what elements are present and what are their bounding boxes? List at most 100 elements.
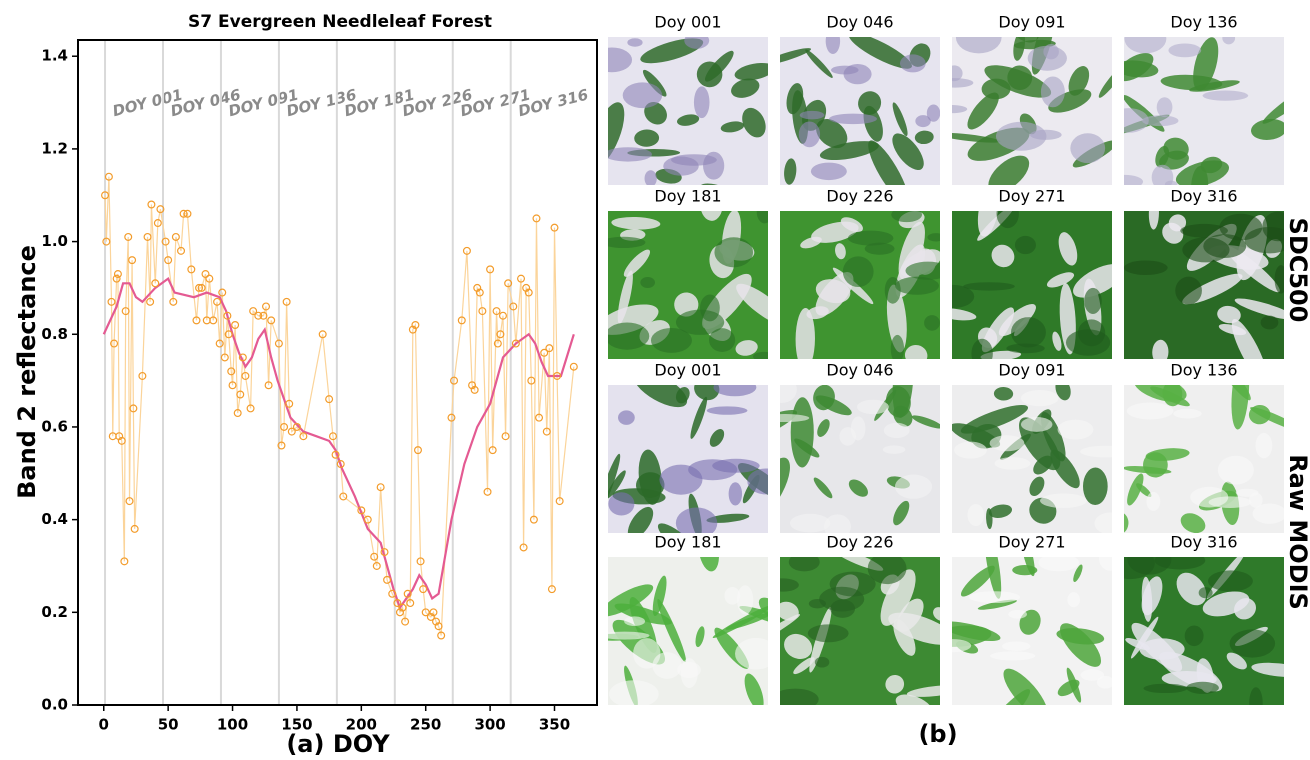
observation-point bbox=[228, 381, 237, 390]
tile-label: Doy 091 bbox=[998, 361, 1065, 380]
observation-point bbox=[413, 446, 422, 455]
observation-point bbox=[395, 608, 404, 617]
observation-point bbox=[299, 432, 308, 441]
observation-point bbox=[112, 274, 121, 283]
observation-point bbox=[550, 223, 559, 232]
observation-point bbox=[398, 603, 407, 612]
observation-point bbox=[426, 612, 435, 621]
observation-point bbox=[336, 460, 345, 469]
observation-point bbox=[553, 371, 562, 380]
plot-frame bbox=[77, 39, 598, 706]
observation-point bbox=[110, 339, 119, 348]
y-tick-label: 0.4 bbox=[41, 510, 68, 528]
observation-point bbox=[468, 381, 477, 390]
observation-point bbox=[120, 557, 129, 566]
observation-point bbox=[147, 200, 156, 209]
observation-point bbox=[164, 256, 173, 265]
observation-point bbox=[370, 552, 379, 561]
observation-point bbox=[339, 492, 348, 501]
observation-point bbox=[447, 413, 456, 422]
observation-point bbox=[540, 348, 549, 357]
observation-point bbox=[547, 585, 556, 594]
observation-point bbox=[496, 330, 505, 339]
observation-point bbox=[486, 265, 495, 274]
observation-point bbox=[457, 316, 466, 325]
observation-point bbox=[529, 515, 538, 524]
observation-point bbox=[411, 321, 420, 330]
satellite-image bbox=[952, 385, 1112, 533]
satellite-image bbox=[1124, 385, 1284, 533]
y-tick-label: 0.8 bbox=[41, 325, 68, 343]
observation-point bbox=[555, 497, 564, 506]
observation-point bbox=[437, 631, 446, 640]
satellite-image bbox=[1124, 211, 1284, 359]
satellite-image bbox=[952, 37, 1112, 185]
observation-point bbox=[187, 265, 196, 274]
y-axis-label: Band 2 reflectance bbox=[13, 245, 41, 499]
observation-point bbox=[403, 589, 412, 598]
row-label: SDC500 bbox=[1284, 218, 1310, 323]
observation-point bbox=[542, 427, 551, 436]
observation-point bbox=[231, 321, 240, 330]
observation-point bbox=[331, 450, 340, 459]
tile-label: Doy 181 bbox=[654, 533, 721, 552]
observation-point bbox=[292, 422, 301, 431]
observation-point bbox=[277, 441, 286, 450]
tile-label: Doy 091 bbox=[998, 13, 1065, 32]
observation-point bbox=[107, 297, 116, 306]
observation-point bbox=[285, 399, 294, 408]
observation-point bbox=[195, 283, 204, 292]
tile-label: Doy 181 bbox=[654, 187, 721, 206]
observation-point bbox=[236, 390, 245, 399]
observation-point bbox=[156, 205, 165, 214]
observation-point bbox=[246, 404, 255, 413]
observation-point bbox=[450, 376, 459, 385]
smoothed-line bbox=[102, 276, 575, 611]
observation-point bbox=[406, 599, 415, 608]
observation-point bbox=[128, 256, 137, 265]
observation-point bbox=[432, 617, 441, 626]
satellite-image bbox=[1124, 37, 1284, 185]
satellite-image bbox=[780, 557, 940, 705]
observation-point bbox=[115, 432, 124, 441]
x-axis-label: (a) DOY bbox=[286, 730, 390, 758]
observation-point bbox=[143, 232, 152, 241]
observation-point bbox=[104, 172, 113, 181]
x-tick-label: 200 bbox=[346, 716, 377, 734]
observation-point bbox=[262, 302, 271, 311]
observation-point bbox=[280, 422, 289, 431]
observation-point bbox=[498, 311, 507, 320]
observation-point bbox=[535, 413, 544, 422]
observation-point bbox=[478, 307, 487, 316]
tile-label: Doy 271 bbox=[998, 187, 1065, 206]
observation-point bbox=[393, 599, 402, 608]
observation-point bbox=[274, 339, 283, 348]
observation-point bbox=[522, 283, 531, 292]
observation-point bbox=[223, 311, 232, 320]
observation-point bbox=[517, 274, 526, 283]
observation-point bbox=[146, 297, 155, 306]
observation-point bbox=[124, 232, 133, 241]
x-tick-label: 300 bbox=[474, 716, 505, 734]
observation-point bbox=[532, 214, 541, 223]
observation-point bbox=[318, 330, 327, 339]
panel-caption: (b) bbox=[918, 720, 957, 748]
tile-label: Doy 226 bbox=[826, 533, 893, 552]
y-tick-label: 1.0 bbox=[41, 232, 68, 250]
observation-point bbox=[101, 191, 110, 200]
tile-label: Doy 001 bbox=[654, 13, 721, 32]
observation-point bbox=[372, 561, 381, 570]
observation-point bbox=[177, 246, 186, 255]
y-tick-label: 1.4 bbox=[41, 47, 68, 65]
satellite-image bbox=[780, 37, 940, 185]
observation-point bbox=[125, 497, 134, 506]
observation-point bbox=[169, 297, 178, 306]
observation-point bbox=[254, 311, 263, 320]
y-tick-label: 0.2 bbox=[41, 603, 68, 621]
observation-point bbox=[179, 209, 188, 218]
satellite-image bbox=[952, 211, 1112, 359]
observation-point bbox=[183, 209, 192, 218]
observation-point bbox=[259, 311, 268, 320]
observation-point bbox=[376, 483, 385, 492]
